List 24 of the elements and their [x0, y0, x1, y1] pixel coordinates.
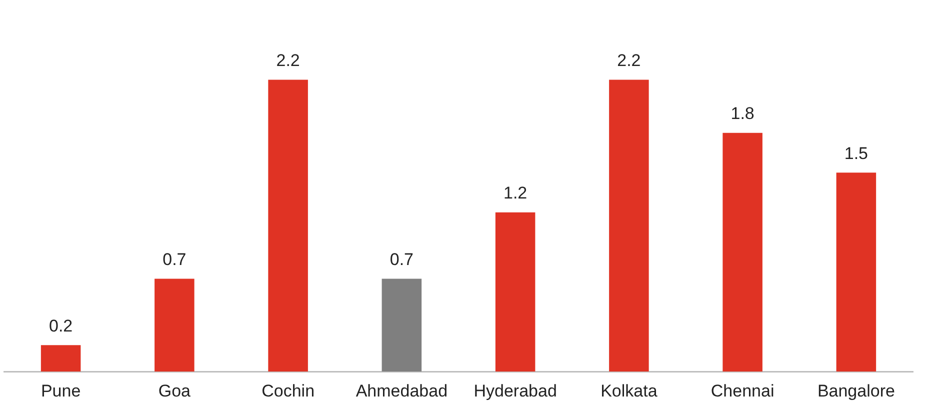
data-label: 0.7	[390, 250, 414, 269]
x-tick-label: Hyderabad	[474, 381, 557, 400]
bar	[495, 212, 536, 372]
x-tick-label: Kolkata	[600, 381, 658, 400]
x-tick-label: Goa	[158, 381, 192, 400]
x-tick-label: Pune	[40, 381, 81, 400]
x-tick-label: Cochin	[262, 381, 315, 400]
data-label: 2.2	[617, 50, 641, 70]
bar	[154, 278, 194, 372]
data-label: 1.8	[730, 104, 754, 124]
bar	[268, 80, 308, 372]
data-label: 0.7	[162, 250, 186, 269]
bar	[382, 278, 422, 372]
bar	[40, 345, 81, 372]
bar	[609, 80, 649, 372]
x-tick-label: Chennai	[710, 381, 774, 400]
data-label: 2.2	[276, 50, 300, 70]
data-label: 1.5	[844, 144, 868, 163]
data-label: 1.2	[503, 184, 528, 203]
data-label: 0.2	[48, 316, 73, 336]
x-tick-label: Bangalore	[817, 381, 895, 400]
bar	[722, 132, 762, 372]
x-tick-label: Ahmedabad	[356, 381, 448, 400]
bar	[836, 172, 876, 372]
